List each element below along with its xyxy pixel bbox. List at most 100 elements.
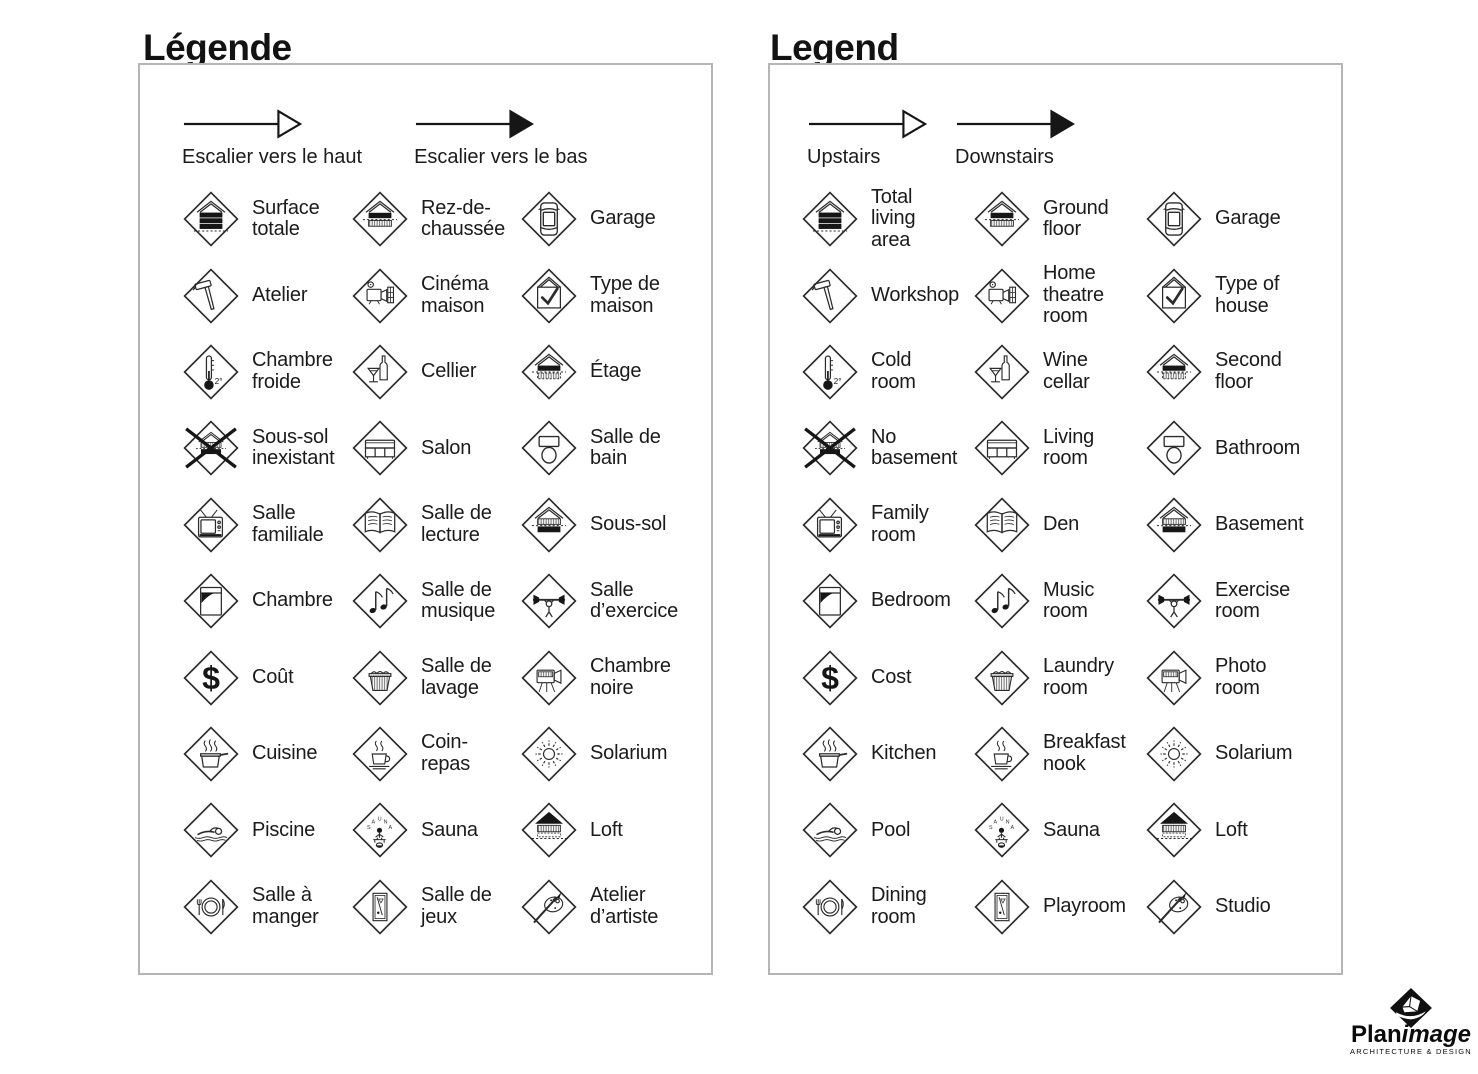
stairs-down-label: Downstairs xyxy=(955,146,1054,168)
legend-title-french: Légende xyxy=(143,26,292,68)
legend-item-label: Bathroom xyxy=(1215,436,1301,459)
legend-item: Wine cellar xyxy=(973,343,1145,401)
wine-cellar-icon xyxy=(973,343,1031,401)
legend-item-label: Sous-sol xyxy=(590,512,667,535)
second-floor-icon xyxy=(1145,343,1203,401)
legend-item: Cost xyxy=(801,649,973,707)
legend-item-label: Atelier d’artiste xyxy=(590,884,659,928)
legend-item: Rez-de- chaussée xyxy=(351,190,520,248)
legend-item: Coin- repas xyxy=(351,725,520,783)
legend-item-label: Wine cellar xyxy=(1043,349,1090,393)
legend-item-label: Loft xyxy=(590,818,623,841)
legend-item: Salle de lecture xyxy=(351,496,520,554)
laundry-room-icon xyxy=(351,649,409,707)
den-icon xyxy=(351,496,409,554)
photo-room-icon xyxy=(1145,649,1203,707)
legend-item: Cinéma maison xyxy=(351,267,520,325)
legend-item-label: Salle familiale xyxy=(252,502,324,546)
stairs-up-arrow-icon xyxy=(182,107,304,141)
legend-item: Salle d’exercice xyxy=(520,572,711,630)
bedroom-icon xyxy=(801,572,859,630)
music-room-icon xyxy=(351,572,409,630)
playroom-icon xyxy=(973,878,1031,936)
solarium-icon xyxy=(1145,725,1203,783)
pool-icon xyxy=(182,801,240,859)
family-room-icon xyxy=(182,496,240,554)
cold-room-icon xyxy=(182,343,240,401)
legend-item-label: Rez-de- chaussée xyxy=(421,196,506,241)
legend-item: Sous-sol inexistant xyxy=(182,419,351,477)
legend-item-label: Basement xyxy=(1215,512,1304,535)
planimage-logo: Planimage ARCHITECTURE & DESIGN xyxy=(1350,988,1472,1056)
legend-item: Solarium xyxy=(1145,725,1341,783)
legend-item: Solarium xyxy=(520,725,711,783)
legend-item: Workshop xyxy=(801,267,973,325)
legend-item: Laundry room xyxy=(973,649,1145,707)
legend-item-label: Chambre froide xyxy=(252,349,333,393)
legend-item: Surface totale xyxy=(182,190,351,248)
legend-item: Family room xyxy=(801,496,973,554)
legend-item-label: Family room xyxy=(871,502,929,546)
workshop-icon xyxy=(182,267,240,325)
legend-item: Coût xyxy=(182,649,351,707)
legend-title-english: Legend xyxy=(770,26,899,68)
legend-item-label: Dining room xyxy=(871,884,927,928)
legend-item: Playroom xyxy=(973,878,1145,936)
stairs-up-legend: Upstairs xyxy=(807,107,929,169)
ground-floor-icon xyxy=(351,190,409,248)
legend-item-label: Cost xyxy=(871,665,912,688)
stairs-arrows: Escalier vers le haut Escalier vers le b… xyxy=(140,107,711,169)
legend-item-label: Sauna xyxy=(1043,818,1100,841)
legend-item-label: Garage xyxy=(590,207,656,230)
family-room-icon xyxy=(801,496,859,554)
legend-grid-english: Total living area Ground floor Garage Wo… xyxy=(770,181,1341,945)
legend-item-label: Cellier xyxy=(421,360,477,383)
legend-item-label: Pool xyxy=(871,818,911,841)
legend-item: Chambre froide xyxy=(182,343,351,401)
total-area-icon xyxy=(801,190,859,248)
legend-item-label: Salle de bain xyxy=(590,425,661,470)
living-room-icon xyxy=(973,419,1031,477)
legend-item: Basement xyxy=(1145,496,1341,554)
cold-room-icon xyxy=(801,343,859,401)
legend-item: Salle de bain xyxy=(520,419,711,477)
legend-item: Salle de lavage xyxy=(351,649,520,707)
legend-item-label: Photo room xyxy=(1215,654,1267,699)
stairs-up-label: Escalier vers le haut xyxy=(182,146,363,168)
pool-icon xyxy=(801,801,859,859)
garage-icon xyxy=(520,190,578,248)
legend-grid-french: Surface totale Rez-de- chaussée Garage A… xyxy=(140,181,711,945)
den-icon xyxy=(973,496,1031,554)
legend-item: Home theatre room xyxy=(973,262,1145,328)
legend-item: Music room xyxy=(973,572,1145,630)
second-floor-icon xyxy=(520,343,578,401)
legend-item-label: Ground floor xyxy=(1043,196,1109,241)
legend-item-label: Kitchen xyxy=(871,742,937,765)
legend-item: Breakfast nook xyxy=(973,725,1145,783)
legend-item-label: Salle de lecture xyxy=(421,502,492,546)
legend-item: No basement xyxy=(801,419,973,477)
legend-item: Sauna xyxy=(973,801,1145,859)
legend-item: Garage xyxy=(1145,190,1341,248)
type-of-house-icon xyxy=(1145,267,1203,325)
legend-item-label: Atelier xyxy=(252,283,308,306)
legend-item-label: Coin- repas xyxy=(421,731,471,775)
stairs-down-legend: Downstairs xyxy=(955,107,1077,169)
stairs-down-label: Escalier vers le bas xyxy=(414,146,588,168)
legend-item-label: Loft xyxy=(1215,818,1248,841)
legend-item-label: Salle d’exercice xyxy=(590,578,679,623)
legend-item: Den xyxy=(973,496,1145,554)
bathroom-icon xyxy=(1145,419,1203,477)
stairs-up-label: Upstairs xyxy=(807,146,881,168)
workshop-icon xyxy=(801,267,859,325)
breakfast-nook-icon xyxy=(973,725,1031,783)
legend-item-label: Bedroom xyxy=(871,589,951,612)
legend-item: Type de maison xyxy=(520,267,711,325)
legend-item: Garage xyxy=(520,190,711,248)
legend-item-label: Music room xyxy=(1043,578,1095,623)
cost-icon xyxy=(801,649,859,707)
legend-item: Second floor xyxy=(1145,343,1341,401)
legend-item-label: Home theatre room xyxy=(1043,262,1104,328)
legend-item: Chambre noire xyxy=(520,649,711,707)
legend-item-label: Living room xyxy=(1043,425,1095,470)
